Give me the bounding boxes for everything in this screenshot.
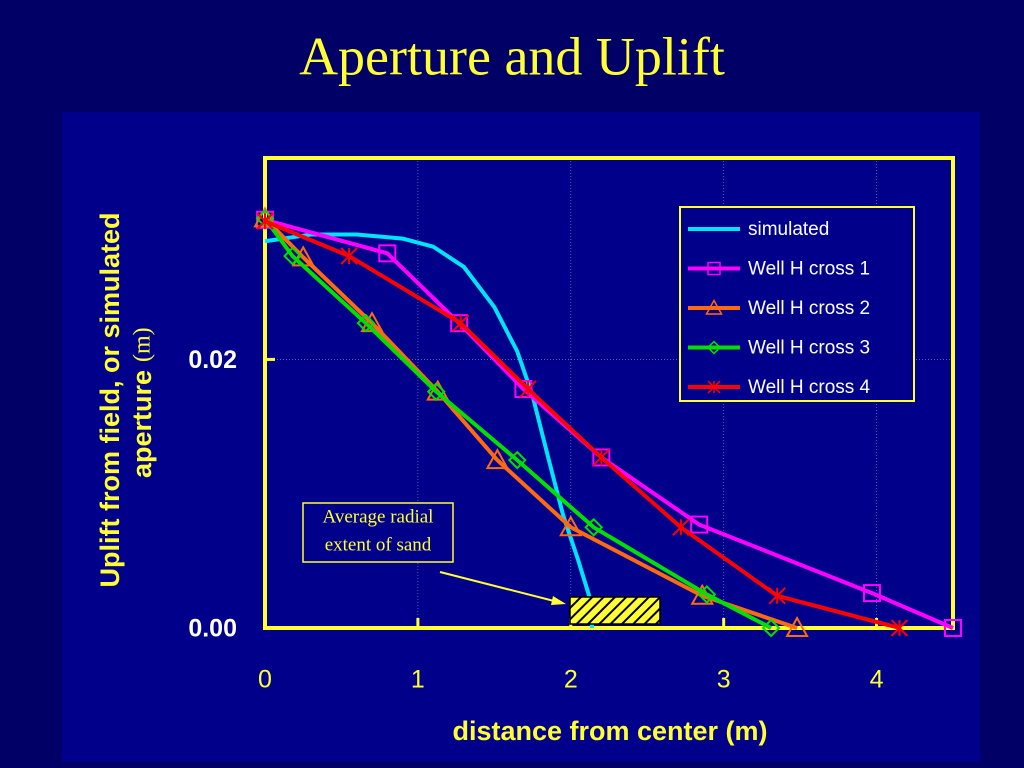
marker: [256, 212, 274, 230]
marker: [514, 379, 533, 398]
marker: [944, 619, 962, 637]
series-line: [264, 232, 595, 629]
legend-label: simulated: [748, 219, 829, 240]
marker: [785, 615, 809, 637]
marker: [356, 313, 376, 333]
annotation-box: [302, 502, 454, 563]
marker: [707, 380, 721, 394]
marker: [761, 618, 781, 638]
marker: [450, 314, 469, 333]
marker: [697, 585, 717, 604]
y-tick-label: 0.00: [188, 615, 237, 643]
marker: [485, 448, 510, 470]
x-tick-label: 0: [258, 666, 272, 694]
x-tick-label: 4: [870, 666, 884, 694]
marker: [862, 584, 881, 603]
annotation-arrow: [439, 571, 563, 604]
series-line: [263, 217, 772, 630]
marker: [690, 515, 709, 534]
marker: [283, 246, 302, 266]
annotation: Average radial: [323, 506, 434, 527]
annotation: extent of sand: [325, 534, 432, 555]
marker: [592, 448, 611, 467]
y-tick-label: 0.02: [188, 346, 237, 374]
marker: [559, 515, 583, 537]
plot-area: 0 1 2 3 4 0.00 0.02 simulated Well H cross 1 Well…: [188, 156, 962, 694]
marker: [890, 619, 909, 637]
legend-label: Well H cross 2: [748, 298, 870, 319]
plot-frame: [263, 156, 955, 630]
y-axis-label-line: Uplift from field, or simulated: [95, 212, 125, 587]
marker: [672, 518, 690, 536]
x-tick-label: 2: [564, 666, 578, 694]
marker: [768, 587, 786, 605]
y-axis-unit: (m): [130, 327, 156, 362]
legend-label: Well H cross 3: [748, 338, 870, 359]
marker: [519, 380, 537, 398]
series-line: [264, 219, 900, 630]
marker: [584, 517, 604, 537]
x-tick-label: 1: [411, 666, 425, 694]
y-axis-label-line: aperture: [127, 370, 157, 478]
series-line: [263, 217, 798, 630]
y-axis-label: Uplift from field, or simulated aperture…: [95, 212, 157, 587]
arrow-head: [551, 596, 566, 605]
marker: [706, 340, 722, 355]
x-axis-label: distance from center (m): [452, 716, 767, 746]
marker: [340, 247, 358, 265]
marker: [451, 314, 470, 332]
marker: [707, 261, 721, 276]
legend-label: Well H cross 1: [748, 259, 870, 280]
marker: [426, 382, 446, 402]
legend-box: [679, 206, 915, 402]
x-tick-label: 3: [717, 666, 731, 694]
legend-label: Well H cross 4: [748, 377, 871, 398]
marker: [378, 244, 397, 263]
marker: [507, 450, 527, 470]
chart-title: Aperture and Uplift: [299, 26, 725, 86]
legend: simulated Well H cross 1 Well H cross 2 Wel…: [679, 206, 915, 402]
sand-extent: [569, 596, 661, 625]
marker: [705, 298, 723, 315]
